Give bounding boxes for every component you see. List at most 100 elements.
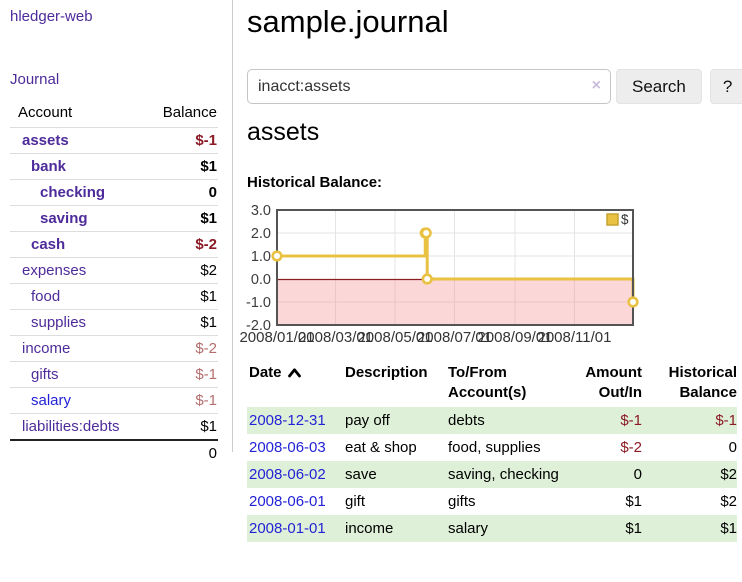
svg-text:2008/01/01: 2008/01/01 bbox=[239, 329, 314, 346]
sidebar-account-liabilities-debts[interactable]: liabilities:debts bbox=[22, 418, 120, 435]
account-balance: $1 bbox=[200, 288, 217, 305]
chart-title: Historical Balance: bbox=[247, 174, 383, 191]
sidebar-account-gifts[interactable]: gifts bbox=[31, 366, 59, 383]
svg-text:2008/09/01: 2008/09/01 bbox=[477, 329, 552, 346]
sidebar-account-bank[interactable]: bank bbox=[31, 158, 67, 175]
transaction-accounts: gifts bbox=[448, 493, 476, 510]
svg-text:2.0: 2.0 bbox=[251, 226, 271, 242]
transaction-date-link[interactable]: 2008-06-02 bbox=[249, 466, 326, 483]
account-row: saving $1 bbox=[10, 205, 218, 232]
transaction-balance: $1 bbox=[720, 520, 737, 537]
transaction-row: 2008-06-02 save saving, checking 0 $2 bbox=[247, 461, 737, 488]
transaction-row: 2008-06-03 eat & shop food, supplies $-2 0 bbox=[247, 434, 737, 461]
account-balance: $-2 bbox=[195, 340, 217, 357]
account-row: cash $-2 bbox=[10, 231, 218, 258]
account-balance: $-2 bbox=[195, 236, 217, 253]
transaction-accounts: saving, checking bbox=[448, 466, 559, 483]
sidebar-account-expenses[interactable]: expenses bbox=[22, 262, 87, 279]
account-balance: $-1 bbox=[195, 392, 217, 409]
svg-text:2008/11/01: 2008/11/01 bbox=[537, 329, 611, 346]
search-bar: × Search ? bbox=[247, 69, 742, 104]
accounts-table: Account Balance assets $-1 bank $1 checking 0… bbox=[10, 100, 218, 466]
sidebar-account-checking[interactable]: checking bbox=[40, 184, 106, 201]
transaction-amount: 0 bbox=[633, 466, 642, 483]
historical-balance-chart: 3.0 2.0 1.0 0.0 -1.0 -2.0 2008/01/01 2008/03/01… bbox=[236, 202, 742, 348]
svg-text:2008/07/01: 2008/07/01 bbox=[417, 329, 492, 346]
transaction-description: eat & shop bbox=[345, 439, 417, 456]
svg-text:-2.0: -2.0 bbox=[246, 318, 271, 334]
transaction-accounts: salary bbox=[448, 520, 489, 537]
account-row: income $-2 bbox=[10, 335, 218, 362]
transaction-amount: $1 bbox=[625, 493, 642, 510]
account-row: salary $-1 bbox=[10, 387, 218, 414]
svg-text:3.0: 3.0 bbox=[251, 203, 271, 219]
sidebar-account-income[interactable]: income bbox=[22, 340, 71, 357]
search-input[interactable] bbox=[247, 69, 611, 104]
accounts-total-value: 0 bbox=[208, 445, 217, 462]
sidebar-account-assets[interactable]: assets bbox=[22, 132, 69, 149]
app-title-link[interactable]: hledger-web bbox=[10, 8, 93, 25]
transaction-row: 2008-06-01 gift gifts $1 $2 bbox=[247, 488, 737, 515]
account-row: liabilities:debts $1 bbox=[10, 413, 218, 441]
account-balance: $-1 bbox=[195, 366, 217, 383]
account-balance: $1 bbox=[200, 210, 217, 227]
accounts-total-spacer bbox=[10, 440, 142, 466]
transaction-balance: $-1 bbox=[715, 412, 737, 429]
account-row: assets $-1 bbox=[10, 127, 218, 154]
column-header-date-label: Date bbox=[249, 364, 282, 381]
svg-text:0.0: 0.0 bbox=[251, 272, 271, 288]
transaction-accounts: debts bbox=[448, 412, 485, 429]
search-button[interactable]: Search bbox=[616, 69, 702, 104]
page-title: sample.journal bbox=[247, 4, 449, 39]
chart-canvas: 3.0 2.0 1.0 0.0 -1.0 -2.02008/01/012008/03/01… bbox=[239, 203, 639, 346]
sidebar-account-saving[interactable]: saving bbox=[40, 210, 88, 227]
sidebar-item-journal[interactable]: Journal bbox=[10, 71, 60, 88]
column-header-description: Description bbox=[345, 364, 428, 381]
sidebar-account-food[interactable]: food bbox=[31, 288, 61, 305]
sidebar-account-salary[interactable]: salary bbox=[31, 392, 72, 409]
accounts-header-account: Account bbox=[18, 104, 73, 121]
transaction-date-link[interactable]: 2008-12-31 bbox=[249, 412, 326, 429]
transaction-date-link[interactable]: 2008-06-03 bbox=[249, 439, 326, 456]
transaction-description: income bbox=[345, 520, 394, 537]
transaction-balance: 0 bbox=[728, 439, 737, 456]
transaction-date-link[interactable]: 2008-01-01 bbox=[249, 520, 326, 537]
transaction-row: 2008-01-01 income salary $1 $1 bbox=[247, 515, 737, 542]
sidebar-account-cash[interactable]: cash bbox=[31, 236, 66, 253]
sidebar-account-supplies[interactable]: supplies bbox=[31, 314, 87, 331]
svg-text:1.0: 1.0 bbox=[251, 249, 271, 265]
transactions-header-row: Date Description To/From Account(s) Amou… bbox=[247, 361, 737, 407]
accounts-header-balance: Balance bbox=[162, 104, 217, 121]
transaction-accounts: food, supplies bbox=[448, 439, 541, 456]
transaction-description: gift bbox=[345, 493, 366, 510]
account-balance: 0 bbox=[208, 184, 217, 201]
accounts-total-row: 0 bbox=[10, 440, 218, 466]
account-balance: $1 bbox=[200, 158, 217, 175]
svg-text:2008/03/01: 2008/03/01 bbox=[298, 329, 373, 346]
transaction-description: pay off bbox=[345, 412, 390, 429]
transaction-amount: $1 bbox=[625, 520, 642, 537]
column-header-balance: Historical Balance bbox=[668, 364, 737, 401]
accounts-table-header: Account Balance bbox=[10, 100, 218, 128]
transaction-description: save bbox=[345, 466, 377, 483]
transaction-balance: $2 bbox=[720, 466, 737, 483]
legend-label: $ bbox=[621, 212, 629, 227]
transaction-row: 2008-12-31 pay off debts $-1 $-1 bbox=[247, 407, 737, 434]
svg-text:-1.0: -1.0 bbox=[246, 295, 271, 311]
clear-search-icon[interactable]: × bbox=[591, 77, 601, 94]
sort-ascending-icon bbox=[287, 364, 301, 384]
transactions-table: Date Description To/From Account(s) Amou… bbox=[247, 361, 737, 542]
transaction-amount: $-1 bbox=[620, 412, 642, 429]
account-row: bank $1 bbox=[10, 153, 218, 180]
transaction-date-link[interactable]: 2008-06-01 bbox=[249, 493, 326, 510]
account-row: gifts $-1 bbox=[10, 361, 218, 388]
account-row: expenses $2 bbox=[10, 257, 218, 284]
account-balance: $2 bbox=[200, 262, 217, 279]
column-header-accounts: To/From Account(s) bbox=[448, 364, 527, 401]
sidebar: hledger-web Journal Account Balance asse… bbox=[0, 0, 233, 462]
help-button[interactable]: ? bbox=[709, 69, 742, 104]
column-header-date[interactable]: Date bbox=[247, 361, 345, 407]
account-row: checking 0 bbox=[10, 179, 218, 206]
account-balance: $1 bbox=[200, 314, 217, 331]
